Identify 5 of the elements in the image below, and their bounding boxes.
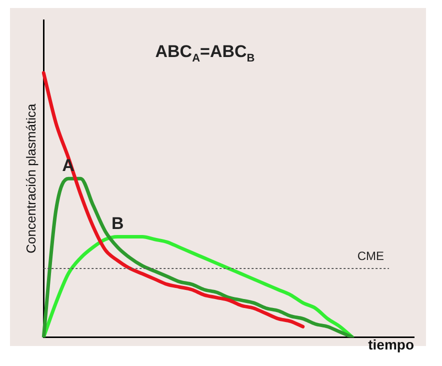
y-axis-title: Concentración plasmática xyxy=(23,103,38,254)
series-label: B xyxy=(112,214,124,233)
x-axis-title: tiempo xyxy=(368,336,414,352)
ref-line-label: CME xyxy=(357,248,384,263)
chart-title: ABC$_{A}$=ABC$_{B}$ xyxy=(154,42,256,64)
